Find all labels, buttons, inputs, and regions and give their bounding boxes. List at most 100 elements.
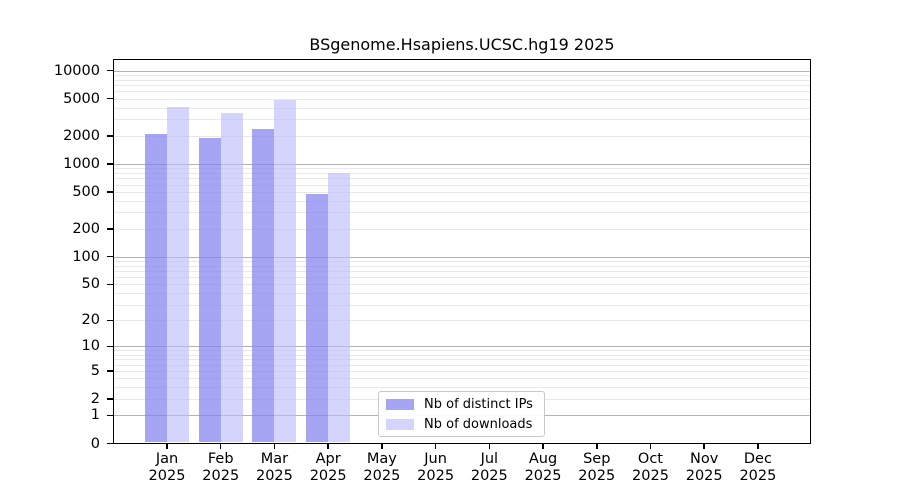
gridline-minor [113, 364, 811, 366]
y-axis-tick [107, 97, 113, 100]
gridline-minor [113, 172, 811, 174]
y-axis-tick-label: 1000 [63, 155, 100, 172]
gridline-minor [113, 293, 811, 295]
gridline-minor [113, 320, 811, 322]
gridline-major [113, 346, 811, 348]
bar-downloads-apr [328, 172, 351, 443]
x-axis-tick-label: Jul 2025 [470, 451, 508, 484]
x-axis-tick-label: Apr 2025 [309, 451, 347, 484]
x-axis-tick-label: Dec 2025 [739, 451, 777, 484]
gridline-major [113, 70, 811, 72]
gridline-minor [113, 350, 811, 352]
x-axis-tick [542, 444, 544, 449]
legend-label-downloads: Nb of downloads [424, 416, 533, 432]
y-axis-tick-label: 10000 [53, 62, 100, 79]
y-axis-tick-label: 0 [90, 435, 100, 452]
bar-downloads-feb [220, 113, 243, 443]
gridline-major [113, 256, 811, 258]
legend-entry-distinct-ips: Nb of distinct IPs [386, 396, 544, 413]
x-axis-tick-label: Oct 2025 [632, 451, 669, 484]
gridline-minor [113, 304, 811, 306]
y-axis-tick [107, 319, 113, 322]
y-axis-tick [107, 283, 113, 286]
y-axis-tick-label: 10 [81, 338, 100, 355]
x-axis-tick [381, 444, 383, 449]
x-axis-tick-label: Sep 2025 [578, 451, 616, 484]
x-axis-tick [757, 444, 759, 449]
y-axis-tick [107, 442, 113, 445]
gridline-minor [113, 228, 811, 230]
x-axis-tick-label: May 2025 [363, 451, 401, 484]
gridline-minor [113, 191, 811, 193]
gridline-minor [113, 119, 811, 121]
gridline-minor [113, 200, 811, 202]
x-axis-tick [596, 444, 598, 449]
gridline-minor [113, 265, 811, 267]
gridline-minor [113, 168, 811, 170]
gridline-minor [113, 270, 811, 272]
legend-swatch-downloads [386, 418, 414, 430]
y-axis-tick [107, 414, 113, 417]
y-axis-tick [107, 370, 113, 372]
gridline-minor [113, 107, 811, 109]
y-axis-tick-label: 2000 [63, 127, 100, 144]
gridline-minor [113, 284, 811, 286]
gridline-minor [113, 91, 811, 93]
gridline-minor [113, 354, 811, 356]
y-axis-tick-label: 200 [72, 220, 100, 237]
gridline-major [113, 163, 811, 165]
legend-label-distinct-ips: Nb of distinct IPs [424, 396, 533, 412]
y-axis-tick [107, 163, 113, 165]
x-axis-tick-label: Mar 2025 [255, 451, 293, 484]
y-axis-tick-label: 2 [90, 391, 100, 408]
y-axis-tick-label: 100 [72, 248, 100, 265]
y-axis-tick [107, 398, 113, 400]
y-axis-tick [107, 69, 113, 72]
bar-downloads-mar [274, 100, 297, 443]
gridline-minor [113, 212, 811, 214]
gridline-minor [113, 184, 811, 186]
x-axis-tick-label: Feb 2025 [202, 451, 240, 484]
y-axis-tick-label: 1 [90, 407, 100, 424]
y-axis-tick-label: 20 [81, 312, 100, 329]
x-axis-tick [166, 444, 168, 449]
x-axis-tick [327, 444, 329, 449]
y-axis-tick [107, 255, 113, 258]
x-axis-tick [434, 444, 437, 449]
bar-distinct-ips-apr [306, 194, 329, 443]
x-axis-tick [273, 444, 276, 449]
legend-swatch-distinct-ips [386, 398, 414, 410]
x-axis-tick [219, 444, 222, 449]
legend-entry-downloads: Nb of downloads [386, 416, 544, 433]
y-axis-tick [107, 191, 113, 193]
gridline-minor [113, 387, 811, 389]
gridline-minor [113, 79, 811, 81]
gridline-minor [113, 378, 811, 380]
y-axis-tick-label: 5 [90, 362, 100, 379]
gridline-minor [113, 370, 811, 372]
gridline-minor [113, 277, 811, 279]
gridline-minor [113, 178, 811, 180]
bar-distinct-ips-jan [145, 133, 167, 443]
x-axis-tick [649, 444, 652, 449]
y-axis-tick-label: 500 [72, 183, 100, 200]
y-axis-tick [107, 228, 113, 230]
bar-distinct-ips-feb [198, 137, 221, 443]
legend: Nb of distinct IPs Nb of downloads [378, 391, 545, 437]
y-axis-tick-label: 50 [81, 276, 100, 293]
plot-area [113, 59, 811, 444]
chart-title: BSgenome.Hsapiens.UCSC.hg19 2025 [309, 35, 615, 54]
gridline-minor [113, 359, 811, 361]
bar-downloads-jan [167, 106, 189, 443]
x-axis-tick-label: Jan 2025 [148, 451, 186, 484]
y-axis-tick-label: 5000 [63, 90, 100, 107]
x-axis-tick-label: Nov 2025 [685, 451, 723, 484]
gridline-minor [113, 135, 811, 137]
y-axis-tick [107, 345, 113, 348]
x-axis-tick-label: Jun 2025 [417, 451, 455, 484]
y-axis-tick [107, 135, 113, 137]
x-axis-tick [703, 444, 705, 449]
gridline-minor [113, 74, 811, 76]
x-axis-tick-label: Aug 2025 [524, 451, 562, 484]
